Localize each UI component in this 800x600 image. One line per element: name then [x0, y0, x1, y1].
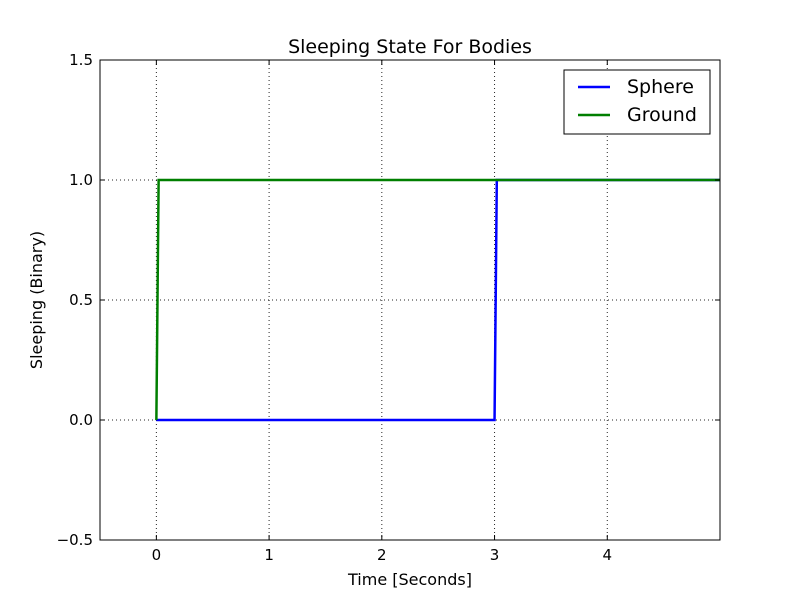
y-axis-label: Sleeping (Binary)	[27, 231, 46, 369]
x-tick-label: 1	[264, 546, 274, 564]
ticks: 0 1 2 3 4 −0.5 0.0 0.5 1.0 1.5	[57, 51, 720, 564]
x-axis-label: Time [Seconds]	[347, 570, 472, 589]
legend: Sphere Ground	[563, 69, 711, 135]
y-tick-label: −0.5	[57, 531, 93, 549]
legend-label-sphere: Sphere	[627, 76, 694, 98]
y-tick-label: 1.0	[69, 171, 93, 189]
chart-title: Sleeping State For Bodies	[288, 36, 532, 58]
series-layer	[155, 178, 720, 422]
series-line-ground	[155, 178, 720, 421]
x-tick-label: 2	[377, 546, 387, 564]
y-tick-label: 1.5	[69, 51, 93, 69]
x-tick-label: 0	[152, 546, 162, 564]
y-tick-label: 0.0	[69, 411, 93, 429]
legend-label-ground: Ground	[627, 104, 697, 126]
y-tick-label: 0.5	[69, 291, 93, 309]
x-tick-label: 4	[602, 546, 612, 564]
legend-box	[563, 69, 711, 135]
x-tick-label: 3	[490, 546, 500, 564]
